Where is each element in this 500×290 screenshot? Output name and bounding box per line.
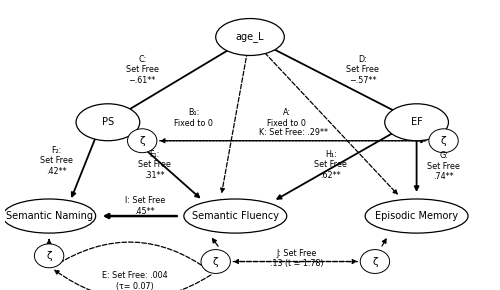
Text: Episodic Memory: Episodic Memory — [375, 211, 458, 221]
Ellipse shape — [184, 199, 287, 233]
Text: D:
Set Free
−.57**: D: Set Free −.57** — [346, 55, 379, 85]
Ellipse shape — [360, 250, 390, 273]
Ellipse shape — [429, 129, 458, 153]
Ellipse shape — [34, 244, 64, 268]
Text: H₁:
Set Free
.62**: H₁: Set Free .62** — [314, 150, 348, 180]
Text: C:
Set Free
−.61**: C: Set Free −.61** — [126, 55, 158, 85]
Ellipse shape — [76, 104, 140, 141]
Text: ζ: ζ — [372, 257, 378, 267]
Ellipse shape — [216, 19, 284, 55]
Text: Semantic Fluency: Semantic Fluency — [192, 211, 279, 221]
Text: ζ: ζ — [46, 251, 52, 261]
Ellipse shape — [128, 129, 157, 153]
Text: F₁:
Set Free
.31**: F₁: Set Free .31** — [138, 150, 171, 180]
Text: age_L: age_L — [236, 32, 264, 42]
Text: I: Set Free
.45**: I: Set Free .45** — [124, 196, 165, 216]
Text: J: Set Free
.13 (t = 1.78): J: Set Free .13 (t = 1.78) — [270, 249, 324, 268]
Text: A:
Fixed to 0: A: Fixed to 0 — [268, 108, 306, 128]
Ellipse shape — [384, 104, 448, 141]
Text: E: Set Free: .004
(τ= 0.07): E: Set Free: .004 (τ= 0.07) — [102, 271, 168, 290]
Text: G:
Set Free
.74**: G: Set Free .74** — [427, 151, 460, 181]
Text: PS: PS — [102, 117, 114, 127]
Text: Semantic Naming: Semantic Naming — [6, 211, 92, 221]
Text: ζ: ζ — [140, 136, 145, 146]
Text: ζ: ζ — [440, 136, 446, 146]
Text: F₂:
Set Free
.42**: F₂: Set Free .42** — [40, 146, 73, 175]
Ellipse shape — [365, 199, 468, 233]
Text: EF: EF — [410, 117, 422, 127]
Ellipse shape — [2, 199, 96, 233]
Text: B₁:
Fixed to 0: B₁: Fixed to 0 — [174, 108, 213, 128]
Text: ζ: ζ — [213, 257, 218, 267]
Text: K: Set Free: .29**: K: Set Free: .29** — [258, 128, 328, 137]
Ellipse shape — [201, 250, 230, 273]
